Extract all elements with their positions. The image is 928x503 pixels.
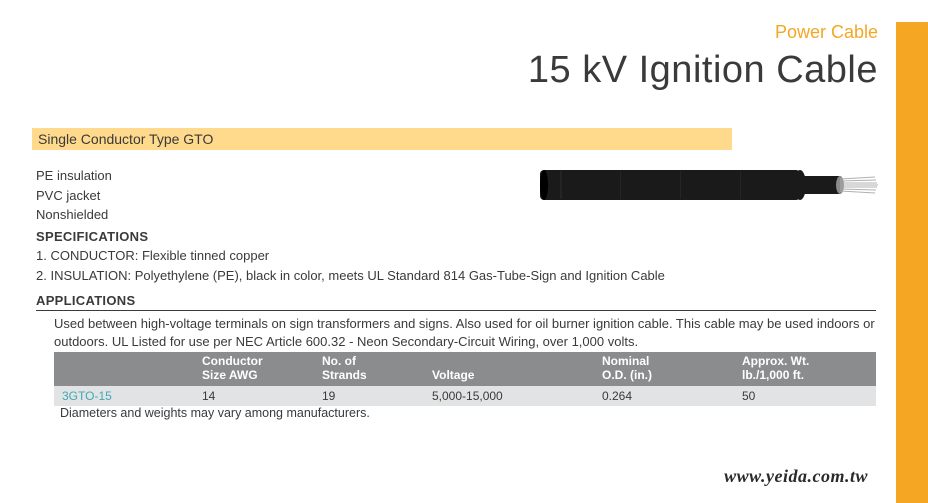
spec-row: 1. CONDUCTOR: Flexible tinned copper — [36, 246, 665, 266]
category-label: Power Cable — [528, 22, 878, 43]
specifications-heading: SPECIFICATIONS — [36, 227, 665, 247]
cell-part-number: 3GTO-15 — [54, 386, 194, 406]
table-header: Approx. Wt.lb./1,000 ft. — [734, 352, 876, 386]
spec-table: ConductorSize AWG No. ofStrands Voltage … — [54, 352, 876, 406]
spec-label: 1. CONDUCTOR: — [36, 248, 138, 263]
spec-text: Flexible tinned copper — [138, 248, 269, 263]
side-accent-strip — [896, 0, 928, 503]
cell-weight: 50 — [734, 386, 876, 406]
cell-strands: 19 — [314, 386, 424, 406]
applications-heading: APPLICATIONS — [36, 293, 876, 311]
cable-illustration — [540, 160, 880, 210]
subtitle-bar: Single Conductor Type GTO — [32, 128, 732, 150]
table-header-row: ConductorSize AWG No. ofStrands Voltage … — [54, 352, 876, 386]
table-header: Voltage — [424, 352, 594, 386]
table-header — [54, 352, 194, 386]
table-header: No. ofStrands — [314, 352, 424, 386]
table-row: 3GTO-15 14 19 5,000-15,000 0.264 50 — [54, 386, 876, 406]
spec-label: 2. INSULATION: — [36, 268, 131, 283]
table-header: ConductorSize AWG — [194, 352, 314, 386]
table-header: NominalO.D. (in.) — [594, 352, 734, 386]
table-footnote: Diameters and weights may vary among man… — [60, 406, 370, 420]
page-header: Power Cable 15 kV Ignition Cable — [528, 22, 878, 92]
cell-od: 0.264 — [594, 386, 734, 406]
spec-row: 2. INSULATION: Polyethylene (PE), black … — [36, 266, 665, 286]
watermark: www.yeida.com.tw — [724, 466, 868, 487]
cell-voltage: 5,000-15,000 — [424, 386, 594, 406]
cell-awg: 14 — [194, 386, 314, 406]
applications-block: APPLICATIONS Used between high-voltage t… — [36, 293, 876, 350]
subtitle-text: Single Conductor Type GTO — [38, 131, 213, 147]
page-title: 15 kV Ignition Cable — [528, 49, 878, 92]
applications-text: Used between high-voltage terminals on s… — [54, 315, 876, 350]
corner-cut — [896, 0, 928, 22]
spec-text: Polyethylene (PE), black in color, meets… — [131, 268, 665, 283]
